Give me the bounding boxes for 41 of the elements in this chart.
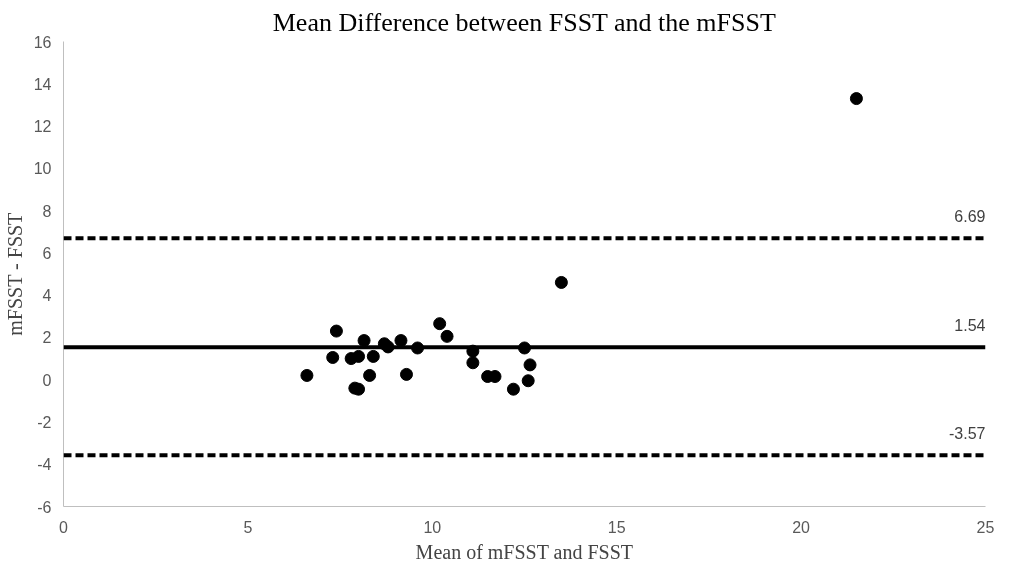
point bbox=[394, 334, 408, 348]
x-axis-title: Mean of mFSST and FSST bbox=[415, 540, 634, 563]
point bbox=[440, 329, 454, 343]
y-tick-label: -2 bbox=[37, 413, 52, 431]
point bbox=[849, 92, 863, 106]
x-tick-label: 10 bbox=[423, 518, 442, 536]
x-tick-label: 5 bbox=[243, 518, 253, 536]
x-tick-label: 25 bbox=[976, 518, 995, 536]
point bbox=[366, 349, 380, 363]
x-tick-label: 20 bbox=[792, 518, 811, 536]
x-tick-label: 0 bbox=[59, 518, 69, 536]
y-tick-label: 0 bbox=[42, 371, 52, 389]
y-tick-label: 6 bbox=[42, 244, 52, 262]
point bbox=[352, 349, 366, 363]
x-tick-label: 15 bbox=[607, 518, 626, 536]
y-tick-label: 2 bbox=[42, 329, 52, 347]
y-axis-title: mFSST - FSST bbox=[3, 212, 26, 336]
point bbox=[433, 317, 447, 331]
y-tick-label: 14 bbox=[33, 75, 52, 93]
y-tick-label: -4 bbox=[37, 456, 52, 474]
ref-line-label: 1.54 bbox=[954, 317, 986, 335]
point bbox=[554, 275, 568, 289]
point bbox=[326, 351, 340, 364]
point bbox=[506, 382, 520, 396]
point bbox=[300, 368, 314, 382]
y-tick-label: 16 bbox=[33, 33, 52, 51]
y-tick-label: 4 bbox=[42, 287, 52, 305]
point bbox=[521, 374, 535, 388]
ref-line-label: 6.69 bbox=[954, 208, 986, 226]
chart-title: Mean Difference between FSST and the mFSST bbox=[272, 7, 776, 37]
y-tick-label: 12 bbox=[33, 118, 52, 136]
y-tick-label: 8 bbox=[42, 202, 52, 220]
point bbox=[399, 367, 413, 381]
y-tick-label: 10 bbox=[33, 160, 52, 178]
point bbox=[329, 324, 343, 338]
y-tick-label: -6 bbox=[37, 498, 52, 516]
point bbox=[357, 334, 371, 348]
ref-line-label: -3.57 bbox=[949, 425, 986, 443]
point bbox=[466, 356, 480, 370]
point bbox=[523, 358, 537, 372]
point bbox=[363, 368, 377, 382]
